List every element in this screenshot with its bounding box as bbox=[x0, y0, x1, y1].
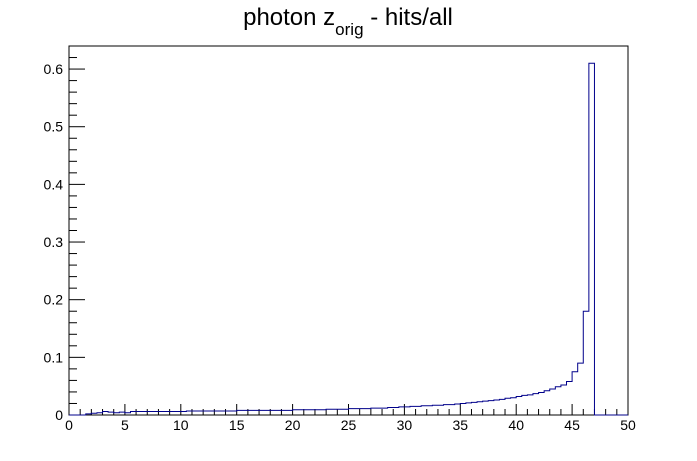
x-tick-label: 0 bbox=[65, 417, 73, 433]
y-tick-label: 0.1 bbox=[44, 349, 64, 365]
x-tick-label: 50 bbox=[620, 417, 636, 433]
x-tick-label: 30 bbox=[397, 417, 413, 433]
chart-title: photon zorig - hits/all bbox=[243, 4, 453, 39]
x-tick-label: 15 bbox=[229, 417, 245, 433]
x-tick-label: 25 bbox=[341, 417, 357, 433]
y-tick-label: 0.3 bbox=[44, 234, 64, 250]
y-tick-label: 0.6 bbox=[44, 61, 64, 77]
chart-title-main: photon z bbox=[243, 4, 335, 31]
x-tick-label: 45 bbox=[564, 417, 580, 433]
x-tick-label: 20 bbox=[285, 417, 301, 433]
y-tick-label: 0.4 bbox=[44, 176, 64, 192]
chart-title-subscript: orig bbox=[335, 20, 363, 39]
chart-title-rest: - hits/all bbox=[364, 4, 453, 31]
x-tick-label: 10 bbox=[173, 417, 189, 433]
y-tick-label: 0.5 bbox=[44, 119, 64, 135]
y-axis: 0 0.1 0.2 0.3 0.4 0.5 0.6 bbox=[44, 45, 85, 423]
y-tick-label: 0 bbox=[55, 407, 63, 423]
y-tick-label: 0.2 bbox=[44, 292, 64, 308]
x-tick-label: 5 bbox=[121, 417, 129, 433]
x-tick-label: 35 bbox=[453, 417, 469, 433]
x-tick-label: 40 bbox=[508, 417, 524, 433]
histogram-series-line bbox=[69, 62, 628, 416]
x-axis: 0 5 10 15 20 25 30 35 40 45 50 bbox=[65, 404, 636, 433]
